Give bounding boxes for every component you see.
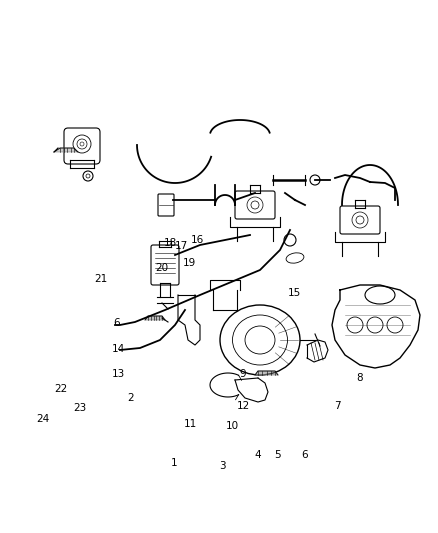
Text: 22: 22 [54, 384, 67, 394]
Text: 13: 13 [112, 369, 125, 379]
Text: 6: 6 [113, 318, 120, 328]
Text: 21: 21 [94, 274, 107, 284]
Text: 3: 3 [219, 461, 226, 471]
Text: 1: 1 [171, 458, 178, 467]
Text: 20: 20 [155, 263, 169, 272]
Text: 16: 16 [191, 235, 204, 245]
Text: 7: 7 [334, 401, 341, 411]
Polygon shape [145, 316, 165, 320]
Polygon shape [54, 148, 78, 152]
Text: 9: 9 [240, 369, 247, 379]
Text: 5: 5 [274, 450, 281, 460]
Text: 4: 4 [254, 450, 261, 460]
Text: 24: 24 [36, 414, 49, 424]
Text: 10: 10 [226, 422, 239, 431]
Text: 2: 2 [127, 393, 134, 402]
Text: 14: 14 [112, 344, 125, 353]
Text: 12: 12 [237, 401, 250, 411]
Text: 17: 17 [175, 241, 188, 251]
Text: 18: 18 [164, 238, 177, 248]
Text: 11: 11 [184, 419, 197, 429]
Text: 15: 15 [288, 288, 301, 298]
Text: 23: 23 [73, 403, 86, 413]
Text: 19: 19 [183, 259, 196, 268]
Text: 8: 8 [356, 374, 363, 383]
Text: 6: 6 [301, 450, 308, 460]
Polygon shape [255, 371, 278, 375]
